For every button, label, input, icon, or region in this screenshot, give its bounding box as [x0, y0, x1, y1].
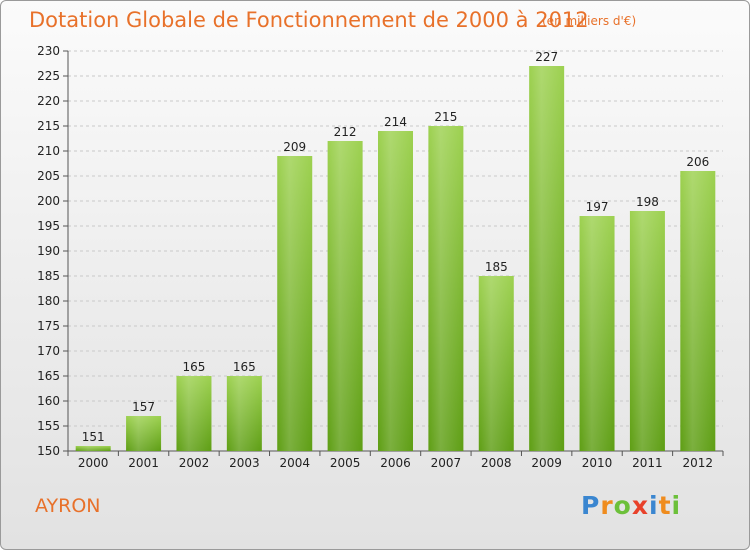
bar-shine-2004 [277, 156, 313, 451]
x-tick-label-2007: 2007 [431, 456, 462, 470]
value-label-2011: 198 [636, 195, 659, 209]
y-tick-label: 170 [37, 344, 60, 358]
y-tick-label: 210 [37, 144, 60, 158]
x-tick-label-2012: 2012 [683, 456, 714, 470]
value-label-2007: 215 [434, 110, 457, 124]
value-label-2009: 227 [535, 50, 558, 64]
bar-shine-2008 [478, 276, 514, 451]
y-tick-label: 180 [37, 294, 60, 308]
y-tick-label: 150 [37, 444, 60, 458]
bar-shine-2011 [629, 211, 665, 451]
bar-shine-2005 [327, 141, 363, 451]
x-tick-label-2003: 2003 [229, 456, 260, 470]
chart-unit: (en milliers d'€) [542, 14, 637, 28]
value-label-2000: 151 [82, 430, 105, 444]
y-tick-label: 185 [37, 269, 60, 283]
bar-shine-2006 [378, 131, 413, 451]
bar-shine-2007 [428, 126, 464, 451]
y-tick-label: 220 [37, 94, 60, 108]
x-tick-label-2006: 2006 [380, 456, 411, 470]
x-tick-label-2004: 2004 [279, 456, 310, 470]
bar-shine-2010 [579, 216, 615, 451]
y-tick-label: 215 [37, 119, 60, 133]
y-tick-label: 155 [37, 419, 60, 433]
y-tick-label: 190 [37, 244, 60, 258]
bar-shine-2000 [75, 446, 111, 451]
proxiti-logo[interactable]: Proxiti [581, 491, 682, 520]
y-tick-label: 205 [37, 169, 60, 183]
x-tick-label-2008: 2008 [481, 456, 512, 470]
y-tick-label: 200 [37, 194, 60, 208]
value-label-2010: 197 [586, 200, 609, 214]
y-tick-label: 195 [37, 219, 60, 233]
city-name: AYRON [35, 495, 101, 517]
bar-shine-2009 [529, 66, 565, 451]
y-tick-label: 165 [37, 369, 60, 383]
bar-shine-2003 [226, 376, 262, 451]
value-label-2003: 165 [233, 360, 256, 374]
x-tick-label-2009: 2009 [531, 456, 562, 470]
y-tick-label: 230 [37, 44, 60, 58]
x-tick-label-2005: 2005 [330, 456, 361, 470]
value-label-2004: 209 [283, 140, 306, 154]
value-label-2005: 212 [334, 125, 357, 139]
y-tick-label: 225 [37, 69, 60, 83]
value-label-2001: 157 [132, 400, 155, 414]
x-tick-label-2002: 2002 [179, 456, 210, 470]
bar-shine-2001 [126, 416, 162, 451]
value-label-2002: 165 [183, 360, 206, 374]
x-tick-label-2000: 2000 [78, 456, 109, 470]
value-label-2012: 206 [686, 155, 709, 169]
value-label-2008: 185 [485, 260, 508, 274]
bar-shine-2012 [680, 171, 716, 451]
y-tick-label: 175 [37, 319, 60, 333]
x-tick-label-2001: 2001 [128, 456, 159, 470]
bar-shine-2002 [176, 376, 212, 451]
chart-title: Dotation Globale de Fonctionnement de 20… [29, 8, 589, 32]
y-tick-label: 160 [37, 394, 60, 408]
value-label-2006: 214 [384, 115, 407, 129]
x-tick-label-2010: 2010 [582, 456, 613, 470]
x-tick-label-2011: 2011 [632, 456, 663, 470]
